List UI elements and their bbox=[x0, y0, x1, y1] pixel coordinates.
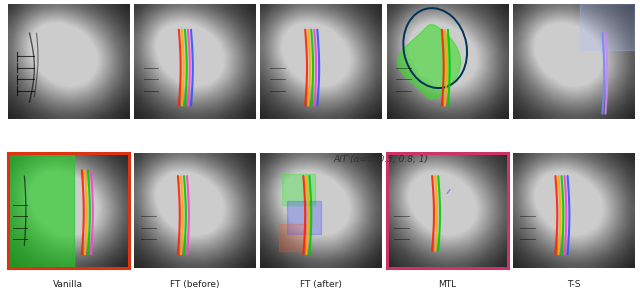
Text: Vanilla: Vanilla bbox=[53, 280, 83, 289]
Polygon shape bbox=[8, 153, 74, 268]
Polygon shape bbox=[287, 201, 321, 234]
Polygon shape bbox=[278, 224, 307, 251]
Text: MTL: MTL bbox=[438, 280, 456, 289]
Polygon shape bbox=[282, 174, 315, 205]
Text: AIT (α=0, 0.5, 0.8, 1): AIT (α=0, 0.5, 0.8, 1) bbox=[333, 155, 428, 164]
Text: T-S: T-S bbox=[567, 280, 580, 289]
Text: FT (after): FT (after) bbox=[300, 280, 342, 289]
Text: FT (before): FT (before) bbox=[170, 280, 220, 289]
Polygon shape bbox=[397, 25, 461, 99]
